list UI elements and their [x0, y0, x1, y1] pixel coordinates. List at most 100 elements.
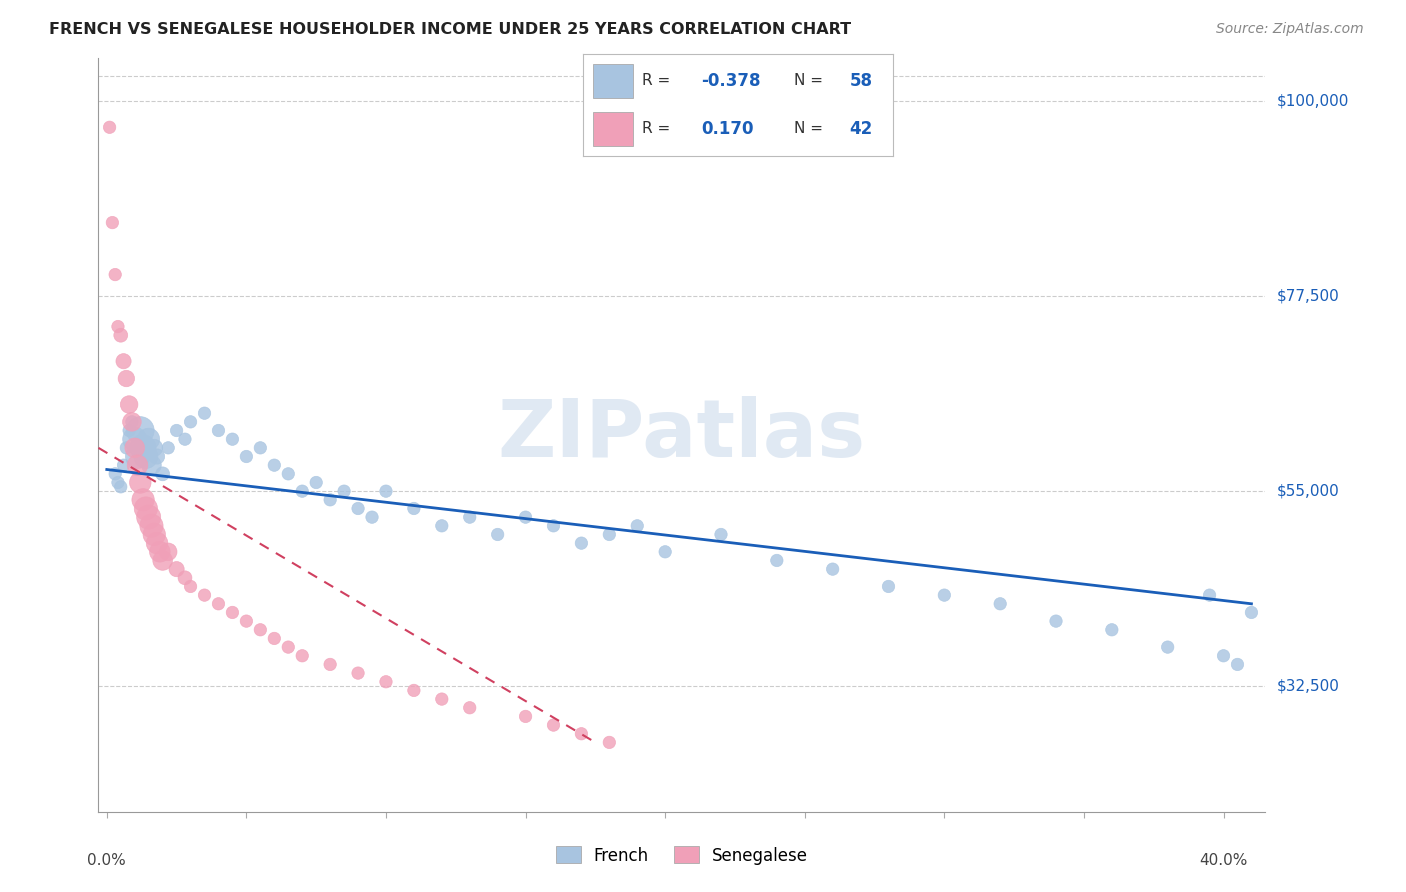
Legend: French, Senegalese: French, Senegalese: [548, 839, 815, 871]
Point: [135, 501, 157, 516]
Point: [166, 424, 188, 438]
Point: [115, 441, 138, 455]
Point: [146, 450, 169, 464]
Point: [101, 216, 124, 230]
Point: [319, 492, 342, 507]
Point: [1101, 623, 1123, 637]
Point: [135, 450, 157, 464]
Point: [543, 518, 565, 533]
Point: [127, 458, 149, 472]
Point: [221, 606, 243, 620]
Point: [571, 536, 593, 550]
Point: [157, 545, 180, 559]
Text: 0.0%: 0.0%: [87, 853, 127, 868]
Text: N =: N =: [794, 121, 828, 136]
Point: [598, 735, 620, 749]
Text: 58: 58: [849, 71, 873, 90]
Point: [375, 484, 398, 499]
Point: [166, 562, 188, 576]
Point: [1045, 614, 1067, 628]
Text: FRENCH VS SENEGALESE HOUSEHOLDER INCOME UNDER 25 YEARS CORRELATION CHART: FRENCH VS SENEGALESE HOUSEHOLDER INCOME …: [49, 22, 852, 37]
Point: [141, 518, 163, 533]
Point: [626, 518, 648, 533]
Point: [129, 424, 152, 438]
Point: [263, 632, 285, 646]
Point: [132, 441, 155, 455]
Point: [107, 319, 129, 334]
Text: Source: ZipAtlas.com: Source: ZipAtlas.com: [1216, 22, 1364, 37]
Text: $55,000: $55,000: [1277, 483, 1340, 499]
Point: [112, 458, 135, 472]
Point: [124, 441, 146, 455]
Point: [104, 467, 127, 481]
Point: [821, 562, 844, 576]
Point: [361, 510, 384, 524]
Point: [1226, 657, 1249, 672]
Point: [402, 683, 425, 698]
Point: [132, 492, 155, 507]
Point: [1212, 648, 1234, 663]
Point: [110, 480, 132, 494]
Text: 42: 42: [849, 120, 873, 138]
Point: [174, 432, 197, 446]
Point: [402, 501, 425, 516]
Point: [235, 450, 257, 464]
Point: [143, 527, 166, 541]
Point: [1198, 588, 1220, 602]
Text: 0.170: 0.170: [702, 120, 754, 138]
Point: [121, 415, 143, 429]
Point: [118, 424, 141, 438]
Point: [157, 441, 180, 455]
Point: [654, 545, 676, 559]
Point: [291, 648, 314, 663]
Point: [180, 579, 202, 593]
Point: [110, 328, 132, 343]
Point: [112, 354, 135, 368]
Point: [347, 666, 370, 681]
Point: [174, 571, 197, 585]
Point: [124, 432, 146, 446]
Point: [515, 510, 537, 524]
Point: [118, 398, 141, 412]
Text: $77,500: $77,500: [1277, 289, 1340, 304]
Text: 40.0%: 40.0%: [1199, 853, 1247, 868]
Point: [235, 614, 257, 628]
Point: [107, 475, 129, 490]
Point: [277, 467, 299, 481]
Text: R =: R =: [643, 73, 675, 88]
Point: [149, 545, 172, 559]
Point: [458, 700, 481, 714]
Point: [129, 475, 152, 490]
Point: [143, 441, 166, 455]
Point: [263, 458, 285, 472]
Point: [347, 501, 370, 516]
Point: [249, 441, 271, 455]
Text: -0.378: -0.378: [702, 71, 761, 90]
Point: [193, 588, 215, 602]
Point: [141, 458, 163, 472]
Point: [319, 657, 342, 672]
Point: [934, 588, 956, 602]
Point: [152, 467, 174, 481]
Point: [249, 623, 271, 637]
Point: [193, 406, 215, 420]
Point: [180, 415, 202, 429]
Point: [543, 718, 565, 732]
Point: [333, 484, 356, 499]
Text: R =: R =: [643, 121, 681, 136]
Point: [1157, 640, 1180, 654]
Point: [988, 597, 1011, 611]
Point: [710, 527, 733, 541]
Text: $100,000: $100,000: [1277, 94, 1348, 109]
Point: [207, 597, 229, 611]
Point: [291, 484, 314, 499]
Point: [375, 674, 398, 689]
Point: [207, 424, 229, 438]
Text: ZIPatlas: ZIPatlas: [498, 396, 866, 474]
Text: N =: N =: [794, 73, 828, 88]
Point: [598, 527, 620, 541]
Bar: [593, 112, 633, 145]
Point: [571, 727, 593, 741]
Point: [104, 268, 127, 282]
Point: [877, 579, 900, 593]
